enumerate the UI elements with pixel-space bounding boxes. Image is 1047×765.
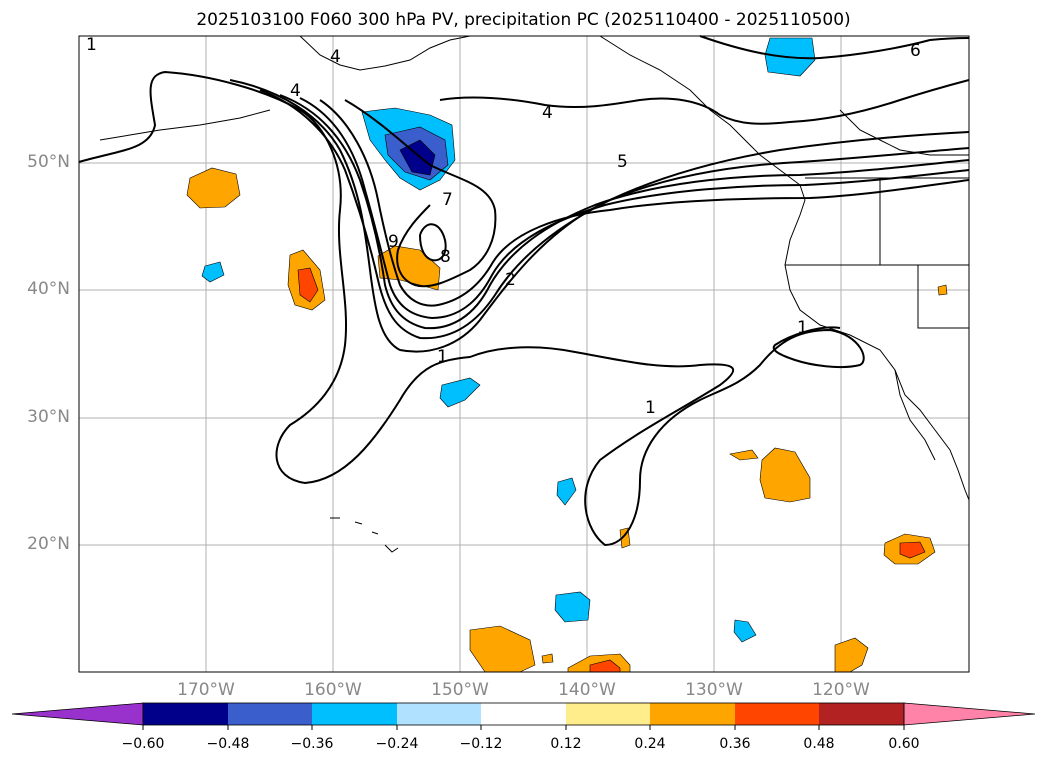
pv-contour-1-outer (78, 70, 865, 547)
lat-label-50n: 50°N (27, 152, 70, 172)
pv-contour-6 (319, 99, 970, 307)
colorbar-swatch (735, 703, 819, 725)
precip-negative-s4 (733, 619, 757, 643)
border-states-4 (839, 109, 969, 156)
colorbar-tick-label: −0.24 (375, 736, 419, 752)
contour-label: 1 (797, 318, 808, 338)
precip-positive-s6 (541, 653, 554, 664)
precip-positive-s2-core (589, 659, 621, 673)
coast-hawaii (330, 517, 399, 553)
pv-contour-6-north (699, 35, 970, 60)
contour-labels: 1 4 4 4 5 6 7 8 9 2 1 1 1 (86, 35, 921, 418)
colorbar-tick-label: 0.60 (888, 736, 920, 752)
precip-patches (186, 37, 948, 673)
lon-label-170w: 170°W (177, 680, 235, 700)
border-states-3 (917, 265, 969, 329)
contour-label: 7 (442, 190, 453, 210)
precip-negative-s1 (439, 377, 481, 408)
colorbar (11, 702, 1036, 730)
coast-baja (894, 369, 936, 461)
pv-contour-8 (419, 223, 447, 262)
contour-label: 4 (290, 81, 301, 101)
colorbar-tick-label: −0.36 (290, 736, 334, 752)
colorbar-tick-label: 0.12 (550, 736, 582, 752)
colorbar-swatch (566, 703, 650, 725)
colorbar-tick-label: −0.60 (121, 736, 165, 752)
contour-label: 1 (437, 347, 448, 367)
map-frame (78, 35, 970, 673)
contour-label: 1 (645, 398, 656, 418)
contour-label: 4 (542, 103, 553, 123)
pv-contours (78, 35, 970, 547)
coast-na-west (784, 199, 970, 501)
colorbar-tick-label: 0.24 (634, 736, 666, 752)
colorbar-tick-label: 0.36 (719, 736, 751, 752)
pv-contour-4-north (439, 79, 970, 125)
contour-label: 9 (388, 232, 399, 252)
colorbar-extend-right (903, 702, 1036, 726)
precip-positive-e2-core (899, 541, 926, 559)
precip-positive-w1 (186, 167, 241, 209)
lon-label-140w: 140°W (558, 680, 616, 700)
contour-label: 8 (440, 247, 451, 267)
contour-label: 1 (86, 35, 97, 55)
contour-label: 2 (505, 270, 516, 290)
colorbar-swatch (143, 703, 228, 725)
coast-alaska (299, 35, 471, 71)
colorbar-swatch (312, 703, 397, 725)
lon-label-130w: 130°W (685, 680, 743, 700)
map-panel: 1 4 4 4 5 6 7 8 9 2 1 1 1 (78, 35, 970, 673)
colorbar-tick-label: −0.48 (206, 736, 250, 752)
lon-label-150w: 150°W (431, 680, 489, 700)
pv-contour-4 (279, 94, 970, 330)
pv-contour-3 (259, 89, 970, 340)
precip-positive-s1 (469, 625, 536, 673)
pv-contour-7 (344, 99, 497, 288)
map-title: 2025103100 F060 300 hPa PV, precipitatio… (196, 10, 851, 30)
precip-positive-s4 (729, 449, 759, 461)
colorbar-swatch (228, 703, 312, 725)
colorbar-swatch (650, 703, 735, 725)
contour-label: 4 (330, 47, 341, 67)
precip-negative-w (201, 261, 225, 283)
pv-contour-2 (229, 79, 970, 353)
colorbar-swatch (481, 703, 566, 725)
lon-label-160w: 160°W (304, 680, 362, 700)
colorbar-swatch (819, 703, 904, 725)
colorbar-extend-left (11, 702, 144, 726)
colorbar-tick-label: 0.48 (803, 736, 835, 752)
precip-negative-s3 (556, 477, 577, 506)
precip-positive-w2-core (297, 267, 319, 303)
coastlines (99, 35, 970, 553)
coast-aleutians (99, 109, 271, 141)
lat-label-40n: 40°N (27, 279, 70, 299)
precip-negative-s2 (554, 591, 591, 623)
contour-label: 6 (910, 41, 921, 61)
precip-positive-e1 (759, 447, 811, 503)
precip-positive-center (377, 245, 441, 291)
precip-positive-e3 (937, 284, 948, 296)
colorbar-swatch (397, 703, 481, 725)
colorbar-tick-label: −0.12 (459, 736, 503, 752)
lon-label-120w: 120°W (812, 680, 870, 700)
pv-contour-5 (299, 97, 970, 320)
lat-label-20n: 20°N (27, 534, 70, 554)
lat-label-30n: 30°N (27, 407, 70, 427)
contour-label: 5 (617, 152, 628, 172)
